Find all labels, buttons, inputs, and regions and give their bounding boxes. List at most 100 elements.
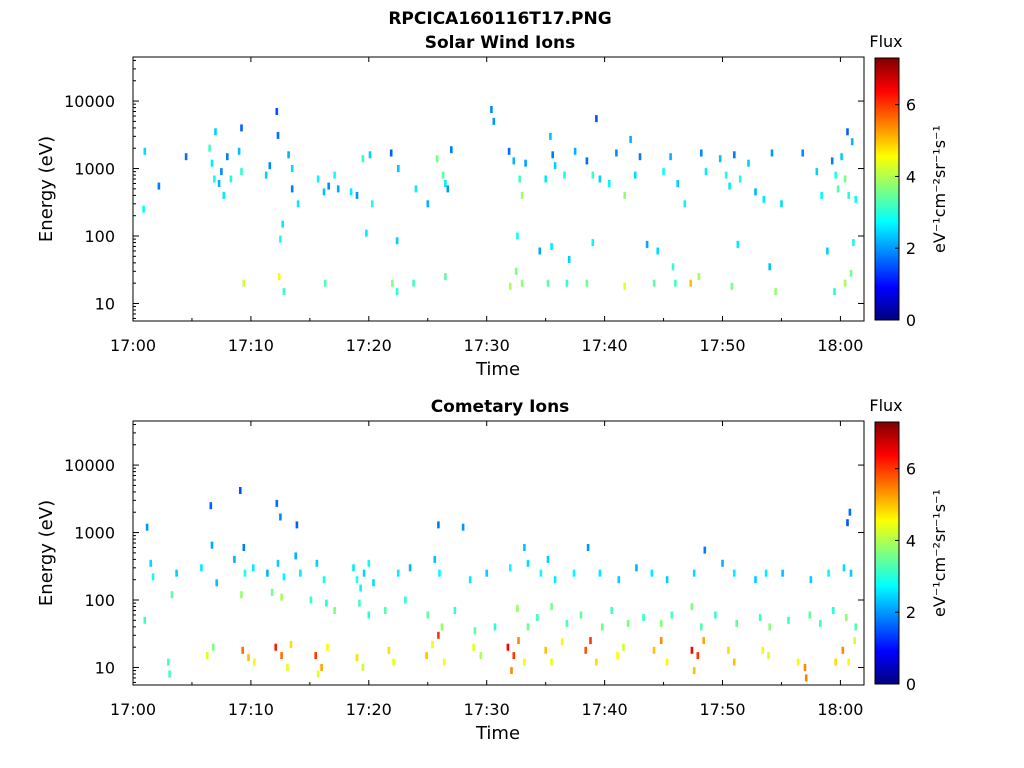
spectrogram-cell: [567, 255, 571, 263]
spectrogram-cell: [414, 185, 418, 193]
spectrogram-cell: [490, 106, 493, 113]
spectrogram-cell: [280, 652, 283, 660]
spectrogram-cell: [787, 616, 790, 624]
spectrogram-cell: [492, 117, 496, 125]
x-tick-label: 18:00: [817, 700, 863, 719]
spectrogram-cell: [845, 614, 848, 621]
spectrogram-cell: [623, 282, 626, 290]
spectrogram-cell: [270, 588, 274, 596]
spectrogram-cell: [841, 646, 845, 654]
spectrogram-cell: [215, 579, 218, 587]
spectrogram-cell: [584, 646, 587, 654]
spectrogram-cell: [387, 646, 391, 654]
spectrogram-cell: [853, 637, 856, 645]
spectrogram-cell: [149, 559, 152, 567]
x-axis-solar-wind: 17:00 17:10 17:20 17:30 17:40 17:50 18:00: [110, 57, 863, 355]
spectrogram-cell: [526, 623, 530, 631]
x-tick-label: 17:00: [110, 700, 156, 719]
spectrogram-cell: [520, 191, 524, 199]
spectrogram-cell: [826, 247, 829, 255]
spectrogram-cell: [242, 279, 246, 287]
colorbar-tick-label: 4: [906, 531, 916, 550]
spectrogram-cell: [287, 151, 290, 159]
spectrogram-cell: [282, 288, 286, 296]
spectrogram-cell: [443, 658, 446, 666]
spectrogram-cell: [674, 279, 677, 287]
spectrogram-cell: [849, 269, 853, 277]
spectrogram-cell: [143, 616, 147, 624]
spectrogram-cell: [635, 564, 638, 572]
spectrogram-cell: [279, 513, 282, 521]
spectrogram-cell: [516, 232, 519, 240]
spectrogram-cell: [444, 273, 447, 281]
x-tick-label: 17:50: [699, 700, 745, 719]
spectrogram-cell: [601, 623, 604, 631]
colorbar-tick-label: 0: [906, 311, 916, 330]
spectrogram-cell: [355, 576, 359, 584]
spectrogram-cell: [281, 220, 284, 228]
spectrogram-cell: [322, 188, 326, 196]
spectrogram-cell: [714, 611, 717, 619]
spectrogram-cell: [389, 149, 393, 157]
y-axis-label-solar-wind: Energy (eV): [36, 136, 57, 242]
spectrogram-cell: [539, 569, 543, 577]
spectrogram-cell: [349, 188, 353, 196]
spectrogram-cell: [565, 619, 569, 627]
spectrogram-cell: [781, 569, 784, 577]
x-axis-label-cometary: Time: [475, 723, 520, 744]
plot-frame-cometary: [132, 420, 865, 686]
spectrogram-cell: [692, 569, 696, 577]
spectrogram-cell: [854, 195, 857, 203]
spectrogram-cell: [754, 188, 757, 196]
spectrogram-cell: [622, 643, 625, 651]
colorbar-ticks-cometary: 0 2 4 6: [895, 460, 916, 694]
spectrogram-cell: [645, 240, 649, 248]
spectrogram-cell: [629, 135, 632, 143]
y-tick-label: 10: [95, 658, 115, 677]
spectrogram-cell: [617, 576, 621, 584]
spectrogram-cell: [598, 569, 602, 577]
spectrogram-cell: [289, 640, 293, 648]
y-tick-label: 100: [84, 227, 115, 246]
spectrogram-cell: [796, 658, 800, 666]
spectrogram-cell: [274, 643, 277, 651]
spectrogram-cell: [523, 658, 526, 666]
spectrogram-cell: [461, 523, 465, 531]
spectrogram-cell: [315, 559, 319, 567]
spectrogram-cell: [367, 611, 371, 619]
spectrogram-cell: [608, 180, 611, 187]
spectrogram-cell: [804, 674, 808, 682]
spectrogram-cell: [550, 603, 553, 611]
x-tick-label: 17:10: [228, 336, 274, 355]
spectrogram-cell: [670, 611, 674, 619]
spectrogram-cell: [780, 200, 783, 208]
spectrogram-cell: [275, 108, 279, 115]
spectrogram-cell: [724, 171, 728, 179]
x-tick-label: 17:00: [110, 336, 156, 355]
spectrogram-cell: [472, 643, 475, 651]
spectrogram-cell: [213, 175, 216, 183]
spectrogram-cell: [730, 282, 734, 290]
spectrogram-cell: [848, 508, 852, 516]
panel-title-solar-wind: Solar Wind Ions: [425, 33, 576, 53]
spectrogram-cell: [240, 591, 243, 599]
spectrogram-cell: [586, 544, 590, 551]
spectrogram-cell: [286, 664, 289, 671]
spectrogram-cell: [280, 593, 283, 601]
spectrogram-cell: [758, 614, 762, 621]
panel-solar-wind: Solar Wind Ions 17:00 17:10 17:20 17:30 17:4…: [36, 32, 949, 380]
spectrogram-cell: [840, 153, 843, 161]
spectrogram-cell: [268, 162, 272, 170]
spectrogram-cell: [295, 521, 299, 529]
spectrogram-cell: [431, 640, 434, 648]
spectrogram-cell: [520, 279, 524, 287]
spectrogram-cell: [333, 171, 336, 179]
spectrogram-cell: [473, 627, 477, 635]
spectrogram-cell: [623, 191, 626, 199]
spectrogram-cell: [276, 131, 280, 139]
spectrogram-cell: [665, 576, 669, 584]
spectrogram-cell: [700, 149, 703, 157]
spectrogram-cell: [733, 569, 736, 577]
spectrogram-cell: [242, 544, 246, 551]
spectrogram-cell: [314, 652, 317, 660]
